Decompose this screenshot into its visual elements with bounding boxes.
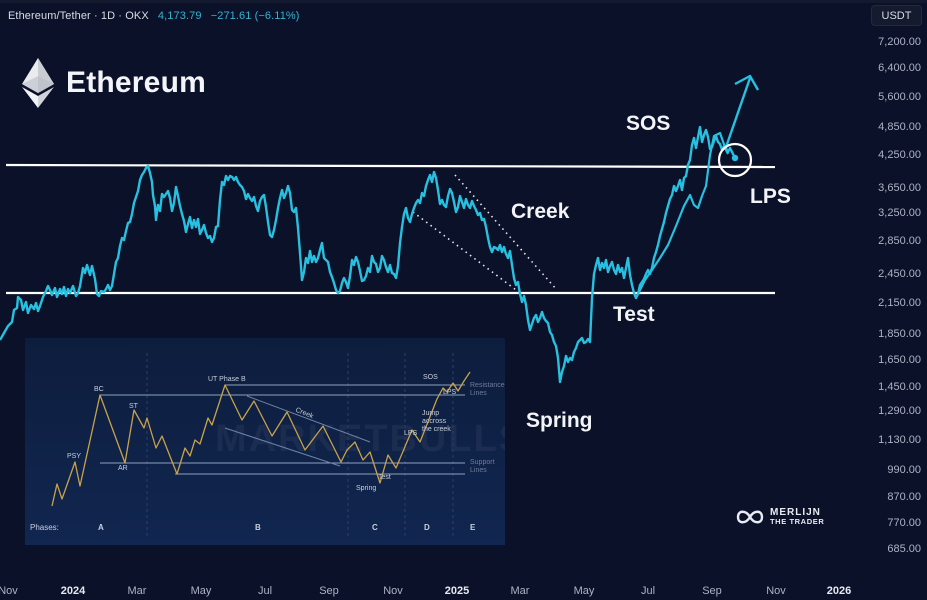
top-border xyxy=(0,0,927,3)
inset-label-jump: the creek xyxy=(422,426,451,433)
y-tick: 685.00 xyxy=(887,543,921,555)
overlay-trend-line xyxy=(637,131,729,295)
inset-label-ar: AR xyxy=(118,465,128,472)
inset-phase-e: E xyxy=(470,523,476,532)
y-tick: 2,150.00 xyxy=(878,297,921,309)
price-line[interactable] xyxy=(0,125,736,384)
x-tick: Sep xyxy=(319,585,339,597)
wyckoff-schematic-inset: MARKETBULLS PSY BC AR ST UT Phase B Cree… xyxy=(25,338,505,545)
currency-button[interactable]: USDT xyxy=(871,5,922,26)
inset-phase-a: A xyxy=(98,523,104,532)
y-tick: 3,650.00 xyxy=(878,182,921,194)
y-tick: 1,650.00 xyxy=(878,354,921,366)
symbol-header: Ethereum/Tether · 1D · OKX 4,173.79 −271… xyxy=(8,10,300,22)
inset-label-resistance: Resistance xyxy=(470,382,505,389)
creek-upper-line xyxy=(454,174,558,291)
lps-circle xyxy=(717,142,753,178)
inset-label-support: Support xyxy=(470,459,495,466)
x-tick: Mar xyxy=(127,585,147,597)
annotation-sos: SOS xyxy=(626,112,671,135)
inset-phases-label: Phases: xyxy=(30,523,59,532)
inset-label-support-lines: Lines xyxy=(470,467,487,474)
x-tick-year: 2025 xyxy=(444,585,470,597)
y-tick: 2,850.00 xyxy=(878,235,921,247)
y-tick: 770.00 xyxy=(887,517,921,529)
ethereum-diamond-icon xyxy=(22,58,54,108)
x-tick: May xyxy=(573,585,595,597)
arrow-head-icon xyxy=(734,74,760,91)
inset-label-lps-high: LPS xyxy=(443,389,457,396)
inset-label-bc: BC xyxy=(94,386,104,393)
x-tick: Nov xyxy=(766,585,786,597)
projection-arrow xyxy=(723,77,752,151)
x-tick-year: 2026 xyxy=(826,585,852,597)
annotation-creek: Creek xyxy=(511,200,570,223)
creek-lower-line xyxy=(412,211,521,294)
inset-label-sos: SOS xyxy=(423,374,438,381)
y-tick: 2,450.00 xyxy=(878,268,921,280)
y-tick: 4,850.00 xyxy=(878,121,921,133)
inset-label-lps-low: LPS xyxy=(404,430,418,437)
x-tick: May xyxy=(190,585,212,597)
inset-phase-d: D xyxy=(424,523,430,532)
y-tick: 990.00 xyxy=(887,464,921,476)
merlijn-sub: THE TRADER xyxy=(770,517,825,526)
annotation-spring: Spring xyxy=(526,409,593,432)
y-tick: 1,450.00 xyxy=(878,381,921,393)
y-tick: 5,600.00 xyxy=(878,91,921,103)
lps-dot xyxy=(731,154,739,162)
annotation-lps: LPS xyxy=(750,185,791,208)
symbol-label: Ethereum/Tether · 1D · OKX xyxy=(8,10,149,22)
annotation-test: Test xyxy=(613,303,655,326)
brand-title: Ethereum xyxy=(66,66,206,99)
x-tick: Sep xyxy=(702,585,722,597)
brand-logo: Ethereum xyxy=(22,58,206,108)
inset-label-ut: UT Phase B xyxy=(208,376,246,383)
y-tick: 1,290.00 xyxy=(878,405,921,417)
inset-label-jump: Jump xyxy=(422,410,440,417)
resistance-line[interactable] xyxy=(5,163,776,169)
inset-label-jump: accross xyxy=(422,418,447,425)
inset-label-spring: Spring xyxy=(356,485,377,492)
last-price: 4,173.79 xyxy=(157,10,202,22)
inset-label-st: ST xyxy=(129,403,138,410)
x-tick: Nov xyxy=(383,585,403,597)
merlijn-name: MERLIJN xyxy=(770,507,821,518)
x-tick-year: 2024 xyxy=(60,585,86,597)
x-tick: Mar xyxy=(510,585,530,597)
y-tick: 7,200.00 xyxy=(878,36,921,48)
x-tick: Jul xyxy=(640,585,656,597)
price-change: −271.61 (−6.11%) xyxy=(210,10,300,22)
y-tick: 3,250.00 xyxy=(878,207,921,219)
inset-label-test: Test xyxy=(378,474,391,481)
inset-plot xyxy=(51,353,471,538)
y-tick: 1,130.00 xyxy=(878,434,921,446)
infinity-logo-icon xyxy=(736,510,764,524)
y-tick: 870.00 xyxy=(887,491,921,503)
y-tick: 6,400.00 xyxy=(878,62,921,74)
inset-phase-c: C xyxy=(372,523,378,532)
y-tick: 1,850.00 xyxy=(878,328,921,340)
inset-label-resistance-lines: Lines xyxy=(470,390,487,397)
y-tick: 4,250.00 xyxy=(878,149,921,161)
inset-label-psy: PSY xyxy=(67,453,82,460)
inset-phase-b: B xyxy=(255,523,261,532)
x-tick: Nov xyxy=(0,585,18,597)
merlijn-logo: MERLIJN THE TRADER xyxy=(734,507,824,527)
x-tick: Jul xyxy=(257,585,273,597)
